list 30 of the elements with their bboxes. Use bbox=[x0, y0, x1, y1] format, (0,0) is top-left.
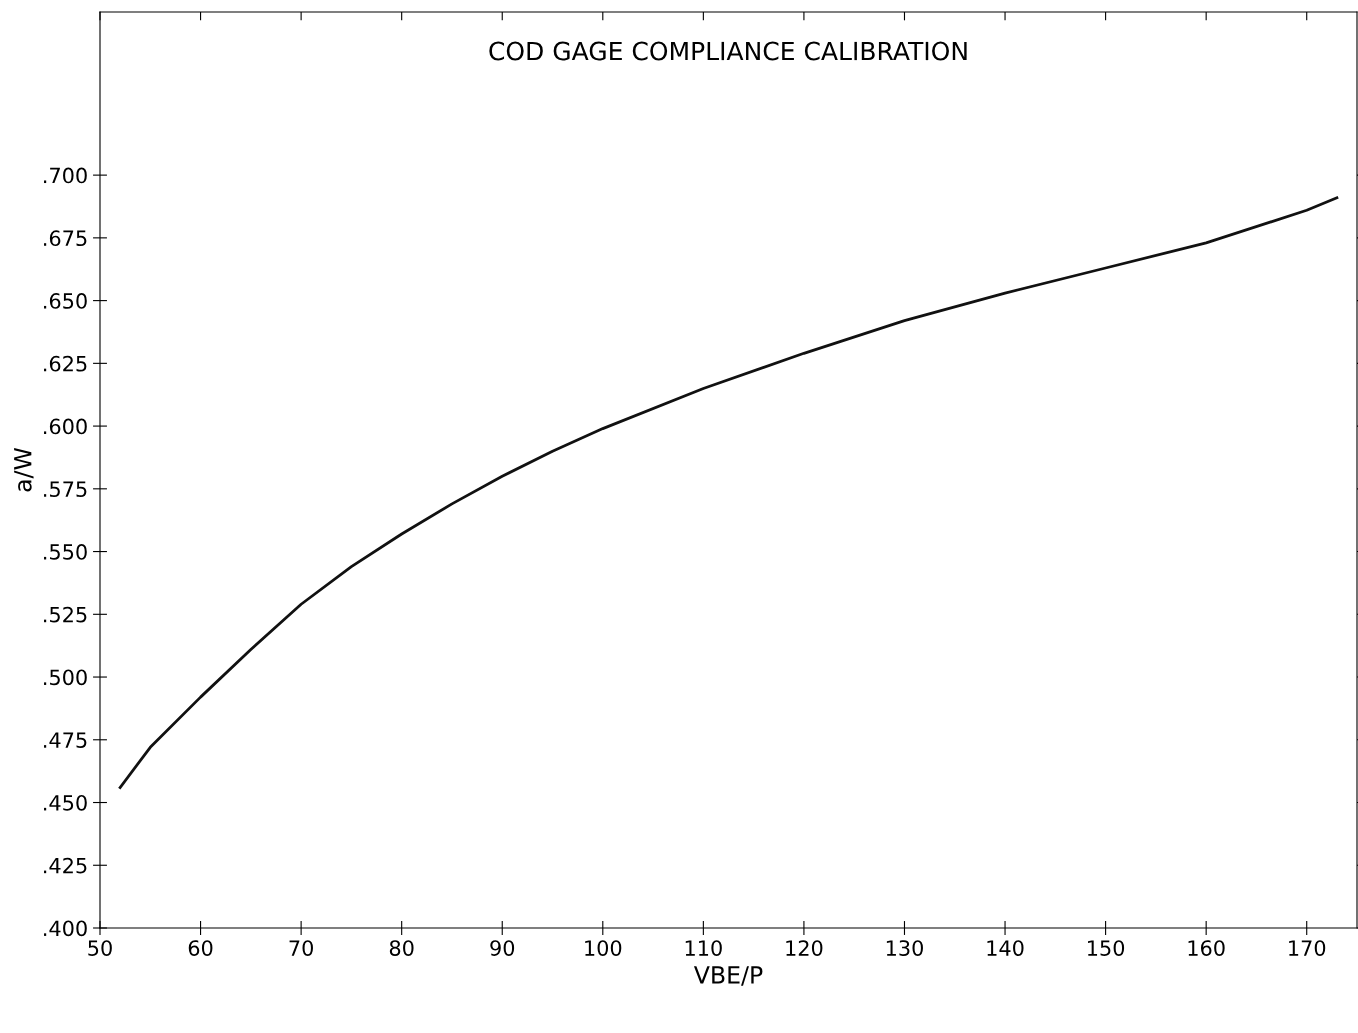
y-tick-label: .400 bbox=[44, 920, 87, 937]
y-tick-label: .625 bbox=[44, 355, 87, 372]
text: COD GAGE COMPLIANCE CALIBRATION bbox=[489, 41, 967, 61]
x-tick-label: 50 bbox=[88, 940, 112, 956]
y-tick-label: .700 bbox=[44, 167, 87, 184]
y-tick-label: .525 bbox=[44, 606, 87, 623]
y-tick-label: .500 bbox=[44, 669, 87, 686]
y-tick-label: .600 bbox=[44, 418, 87, 435]
line-series bbox=[118, 196, 1339, 789]
y-tick-label: .650 bbox=[44, 293, 87, 309]
x-tick-label: 100 bbox=[585, 940, 622, 956]
x-tick-label: 170 bbox=[1289, 940, 1326, 956]
y-axis-title: a/W bbox=[14, 447, 34, 492]
x-tick-label: 120 bbox=[786, 940, 823, 956]
y-tick-label: .425 bbox=[44, 857, 87, 874]
x-tick-label: 130 bbox=[886, 940, 923, 956]
x-tick-label: 110 bbox=[685, 940, 722, 956]
y-tick-label: .475 bbox=[44, 732, 87, 748]
x-tick-label: 90 bbox=[490, 940, 515, 956]
x-tick-label: 70 bbox=[289, 940, 313, 956]
x-axis-title: VBE/P bbox=[693, 966, 763, 986]
x-tick-label: 150 bbox=[1088, 940, 1125, 956]
x-tick-label: 80 bbox=[389, 940, 414, 956]
y-tick-label: .450 bbox=[44, 794, 87, 811]
y-tick-label: .675 bbox=[44, 230, 87, 247]
x-tick-label: 60 bbox=[188, 940, 213, 956]
y-tick-label: .575 bbox=[44, 481, 87, 498]
x-tick-label: 160 bbox=[1188, 940, 1225, 956]
y-tick-label: .550 bbox=[44, 544, 87, 560]
x-tick-label: 140 bbox=[987, 940, 1024, 956]
